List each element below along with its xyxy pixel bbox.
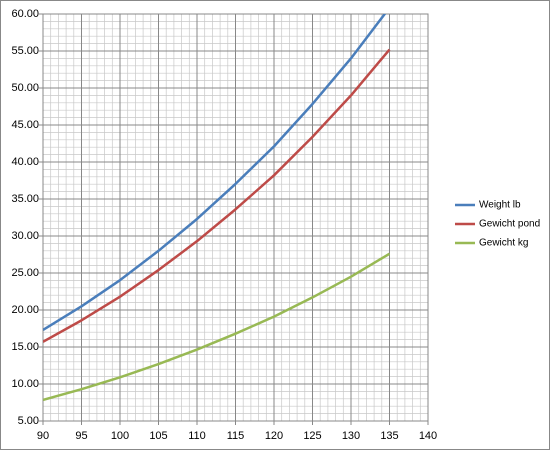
y-tick-label: 25.00 xyxy=(11,267,39,279)
y-tick-label: 15.00 xyxy=(11,341,39,353)
y-tick-label: 50.00 xyxy=(11,82,39,94)
series-line xyxy=(43,48,391,343)
labels: 5.00 10.00 15.00 20.00 25.00 30.00 35.00 40.00 4… xyxy=(11,8,540,442)
y-tick-label: 5.00 xyxy=(18,415,39,427)
x-tick-label: 100 xyxy=(111,430,129,442)
legend-label: Weight lb xyxy=(479,200,521,211)
series-line xyxy=(43,14,387,331)
x-tick-label: 110 xyxy=(188,430,206,442)
y-tick-label: 45.00 xyxy=(11,119,39,131)
x-tick-label: 140 xyxy=(419,430,437,442)
x-tick-label: 130 xyxy=(342,430,360,442)
y-tick-label: 35.00 xyxy=(11,193,39,205)
y-tick-label: 60.00 xyxy=(11,8,39,20)
y-tick-label: 55.00 xyxy=(11,45,39,57)
x-tick-label: 125 xyxy=(303,430,321,442)
plot xyxy=(43,14,391,402)
y-tick-label: 30.00 xyxy=(11,230,39,242)
y-tick-label: 10.00 xyxy=(11,378,39,390)
grid xyxy=(39,13,429,425)
y-tick-label: 20.00 xyxy=(11,304,39,316)
x-tick-label: 90 xyxy=(37,430,49,442)
legend-label: Gewicht kg xyxy=(479,238,528,249)
series-line xyxy=(43,252,391,402)
x-tick-label: 115 xyxy=(227,430,245,442)
y-tick-label: 40.00 xyxy=(11,156,39,168)
x-tick-label: 120 xyxy=(265,430,283,442)
x-tick-label: 135 xyxy=(380,430,398,442)
legend-label: Gewicht pond xyxy=(479,219,540,230)
plot-border xyxy=(42,13,429,422)
x-tick-label: 95 xyxy=(75,430,87,442)
x-tick-label: 105 xyxy=(149,430,167,442)
